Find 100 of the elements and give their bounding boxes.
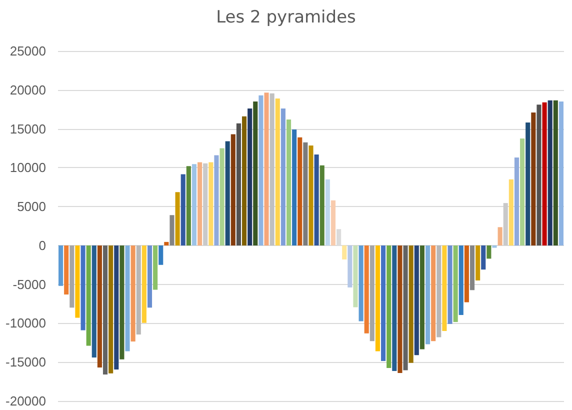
y-tick-label: 10000 bbox=[10, 160, 46, 176]
bar bbox=[408, 245, 414, 363]
bar bbox=[358, 245, 364, 322]
bar bbox=[370, 245, 374, 342]
bar bbox=[548, 100, 552, 246]
bar bbox=[86, 245, 91, 346]
bar bbox=[102, 245, 108, 375]
bar bbox=[186, 166, 191, 246]
bar bbox=[470, 245, 475, 290]
bar bbox=[70, 245, 74, 308]
bar bbox=[275, 98, 280, 246]
bar bbox=[153, 245, 158, 290]
bar bbox=[364, 245, 369, 334]
bar bbox=[120, 245, 124, 360]
bar bbox=[198, 162, 202, 246]
bar bbox=[348, 245, 352, 288]
bar bbox=[503, 203, 508, 246]
bar bbox=[230, 134, 236, 246]
chart-title: Les 2 pyramides bbox=[216, 8, 356, 28]
bar bbox=[158, 245, 164, 265]
bar bbox=[175, 192, 180, 246]
bar bbox=[514, 158, 520, 246]
bar bbox=[526, 122, 530, 246]
bar bbox=[442, 245, 447, 331]
bar bbox=[403, 245, 408, 370]
bar bbox=[164, 242, 169, 246]
bar bbox=[353, 245, 358, 308]
bar bbox=[375, 245, 380, 352]
bar bbox=[264, 92, 269, 246]
bar bbox=[425, 245, 430, 344]
bar bbox=[325, 179, 330, 246]
bar bbox=[225, 141, 230, 246]
bar bbox=[314, 154, 319, 246]
bar bbox=[492, 245, 497, 248]
bar bbox=[180, 174, 186, 246]
bar bbox=[192, 164, 197, 246]
bar bbox=[203, 163, 208, 246]
bar bbox=[75, 245, 80, 318]
bar bbox=[431, 245, 436, 342]
bar bbox=[142, 245, 146, 323]
bar bbox=[108, 245, 114, 374]
bar bbox=[208, 162, 214, 246]
bar bbox=[464, 245, 469, 302]
bar bbox=[392, 245, 397, 372]
bar bbox=[270, 93, 274, 246]
bar bbox=[448, 245, 452, 324]
bar bbox=[553, 100, 558, 246]
bar bbox=[536, 104, 542, 246]
bar bbox=[558, 102, 564, 246]
bar bbox=[453, 245, 458, 322]
bar bbox=[280, 108, 286, 246]
bar bbox=[170, 215, 174, 246]
bar bbox=[248, 108, 252, 246]
bar bbox=[542, 102, 547, 246]
y-tick-label: 15000 bbox=[10, 121, 46, 136]
bar bbox=[242, 116, 247, 246]
bar bbox=[520, 138, 525, 246]
bar bbox=[381, 245, 386, 361]
y-tick-label: 5000 bbox=[17, 199, 46, 214]
bar bbox=[342, 245, 347, 260]
bar bbox=[236, 123, 241, 246]
bar bbox=[214, 155, 219, 246]
bar bbox=[58, 245, 64, 286]
y-tick-label: -10000 bbox=[6, 316, 46, 331]
bar bbox=[286, 119, 292, 246]
bar bbox=[308, 146, 314, 246]
bar bbox=[97, 245, 102, 368]
bar bbox=[136, 245, 141, 334]
bar bbox=[508, 179, 514, 246]
bar bbox=[258, 95, 264, 246]
bar bbox=[130, 245, 136, 342]
bar bbox=[125, 245, 130, 352]
y-tick-label: 25000 bbox=[10, 44, 46, 58]
y-tick-label: -15000 bbox=[6, 354, 46, 370]
bar bbox=[498, 227, 502, 246]
bar bbox=[436, 245, 442, 338]
bar bbox=[398, 245, 402, 373]
bar bbox=[458, 245, 464, 316]
y-tick-label: -5000 bbox=[12, 276, 46, 292]
bar bbox=[220, 148, 224, 246]
bar bbox=[80, 245, 86, 330]
bar bbox=[292, 130, 297, 246]
bar bbox=[320, 165, 324, 246]
bar bbox=[330, 200, 336, 246]
bar bbox=[481, 245, 486, 270]
bar bbox=[147, 245, 152, 308]
bar bbox=[414, 245, 419, 356]
y-tick-label: -20000 bbox=[6, 394, 46, 408]
y-tick-label: 20000 bbox=[10, 82, 46, 98]
bar bbox=[486, 245, 492, 259]
bar bbox=[64, 245, 69, 294]
bar bbox=[476, 245, 480, 280]
bar bbox=[114, 245, 119, 370]
bar bbox=[420, 245, 424, 350]
bar bbox=[303, 142, 308, 246]
bar bbox=[92, 245, 96, 358]
y-tick-label: 0 bbox=[38, 238, 46, 253]
bar bbox=[531, 112, 536, 246]
bar bbox=[298, 137, 302, 246]
bar bbox=[253, 102, 258, 246]
